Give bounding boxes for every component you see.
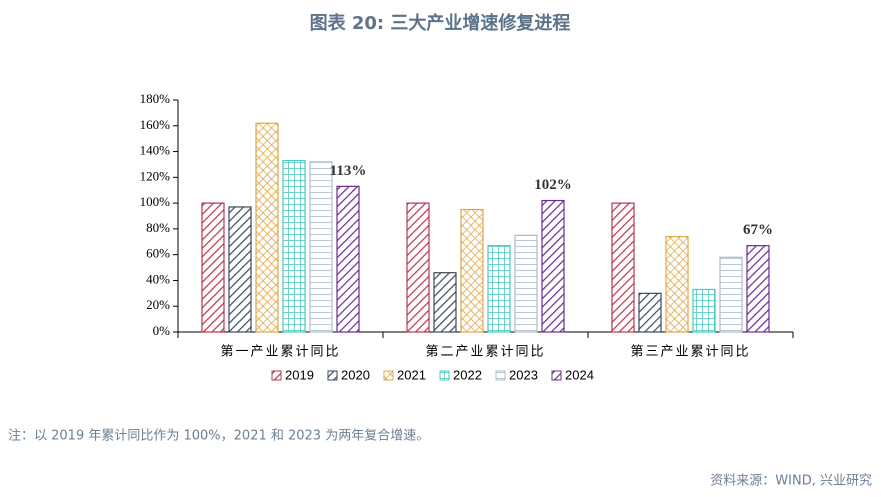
legend-label: 2019 — [285, 367, 314, 382]
y-tick-label: 20% — [146, 297, 170, 312]
y-tick-label: 60% — [146, 246, 170, 261]
y-tick-label: 40% — [146, 271, 170, 286]
bar — [309, 161, 333, 333]
legend-label: 2024 — [565, 367, 594, 382]
x-tick-label: 第二产业累计同比 — [425, 345, 545, 360]
bar — [201, 202, 225, 333]
note: 注：以 2019 年累计同比作为 100%，2021 和 2023 为两年复合增… — [8, 429, 429, 444]
legend-swatch — [271, 370, 282, 381]
bar — [282, 159, 306, 333]
legend-swatch — [551, 370, 562, 381]
bar — [514, 234, 538, 333]
legend-label: 2020 — [341, 367, 370, 382]
y-tick-label: 160% — [140, 117, 171, 132]
legend-swatch — [495, 370, 506, 381]
bar — [746, 245, 770, 333]
bar — [406, 202, 430, 333]
y-tick-label: 180% — [140, 91, 171, 106]
y-tick-label: 0% — [153, 323, 171, 338]
x-tick-label: 第一产业累计同比 — [220, 345, 340, 360]
bar — [255, 122, 279, 333]
source: 资料来源：WIND, 兴业研究 — [710, 474, 872, 489]
y-tick-label: 100% — [140, 194, 171, 209]
bar — [692, 288, 716, 333]
y-tick-label: 120% — [140, 168, 171, 183]
bar — [611, 202, 635, 333]
y-tick-label: 140% — [140, 143, 171, 158]
y-tick-label: 80% — [146, 220, 170, 235]
x-tick-label: 第三产业累计同比 — [630, 345, 750, 360]
bar — [228, 206, 252, 333]
bar — [336, 185, 360, 333]
legend-swatch — [327, 370, 338, 381]
legend-swatch — [383, 370, 394, 381]
bar — [638, 292, 662, 333]
bar — [487, 245, 511, 333]
legend-label: 2023 — [509, 367, 538, 382]
bar — [541, 199, 565, 333]
legend-swatch — [439, 370, 450, 381]
data-label: 67% — [743, 222, 773, 238]
data-label: 102% — [534, 177, 572, 193]
bar — [460, 208, 484, 333]
bar — [665, 236, 689, 333]
legend-label: 2021 — [397, 367, 426, 382]
legend-label: 2022 — [453, 367, 482, 382]
bar — [433, 272, 457, 333]
bar — [719, 256, 743, 333]
chart-title: 图表 20: 三大产业增速修复进程 — [310, 12, 571, 34]
data-label: 113% — [330, 163, 367, 179]
